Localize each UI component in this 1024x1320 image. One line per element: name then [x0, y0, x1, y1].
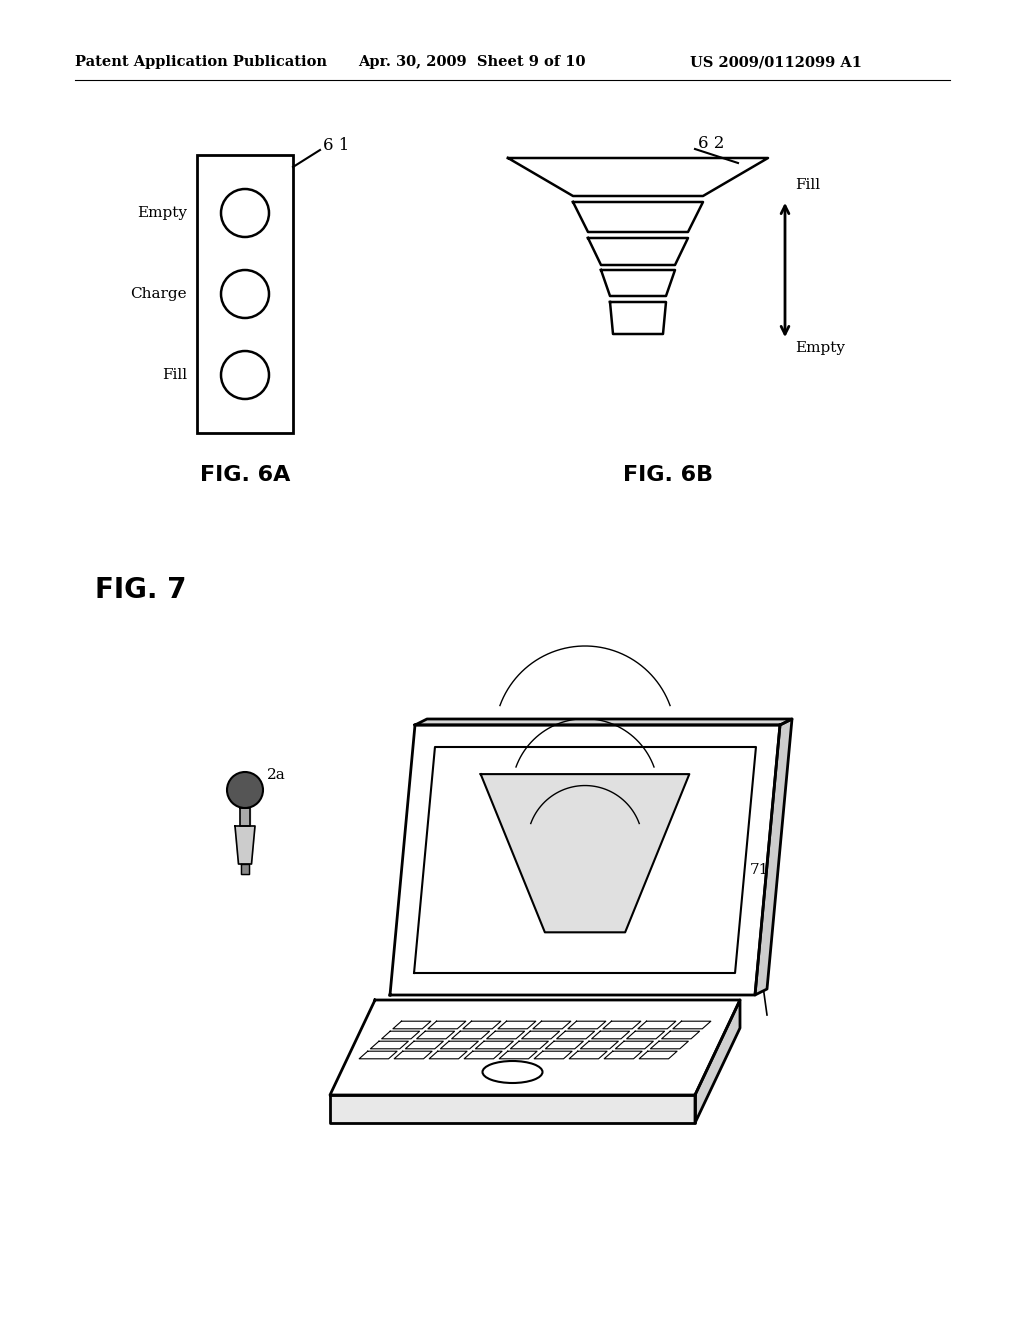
Polygon shape: [546, 1041, 584, 1049]
Polygon shape: [604, 1051, 642, 1059]
Polygon shape: [330, 1001, 740, 1096]
Polygon shape: [535, 1051, 572, 1059]
Polygon shape: [557, 1031, 595, 1039]
Polygon shape: [569, 1051, 607, 1059]
Polygon shape: [390, 725, 780, 995]
Polygon shape: [452, 1031, 489, 1039]
Polygon shape: [603, 1022, 641, 1028]
Text: Fill: Fill: [795, 178, 820, 191]
Polygon shape: [241, 865, 249, 874]
Polygon shape: [417, 1031, 455, 1039]
Polygon shape: [615, 1041, 653, 1049]
Polygon shape: [428, 1022, 466, 1028]
Polygon shape: [414, 747, 756, 973]
Polygon shape: [394, 1051, 432, 1059]
Text: Fill: Fill: [162, 368, 187, 381]
Circle shape: [227, 772, 263, 808]
Polygon shape: [695, 1001, 740, 1123]
Polygon shape: [532, 1022, 570, 1028]
Text: Charge: Charge: [130, 286, 187, 301]
Polygon shape: [371, 1041, 409, 1049]
Polygon shape: [521, 1031, 559, 1039]
Text: Empty: Empty: [795, 341, 845, 355]
Polygon shape: [588, 238, 688, 265]
Polygon shape: [480, 774, 689, 932]
Polygon shape: [440, 1041, 478, 1049]
Polygon shape: [638, 1022, 676, 1028]
Polygon shape: [601, 271, 675, 296]
Polygon shape: [510, 1041, 548, 1049]
Polygon shape: [393, 1022, 431, 1028]
Bar: [197, 154, 293, 433]
Polygon shape: [359, 1051, 397, 1059]
Text: 71: 71: [750, 863, 769, 876]
Polygon shape: [610, 302, 666, 334]
Polygon shape: [755, 719, 792, 995]
Polygon shape: [330, 1096, 695, 1123]
Polygon shape: [508, 158, 768, 195]
Polygon shape: [673, 1022, 711, 1028]
Text: 6 1: 6 1: [323, 136, 349, 153]
Text: FIG. 7: FIG. 7: [95, 576, 186, 605]
Polygon shape: [486, 1031, 524, 1039]
Text: 2a: 2a: [267, 768, 286, 781]
Text: US 2009/0112099 A1: US 2009/0112099 A1: [690, 55, 862, 69]
Polygon shape: [406, 1041, 443, 1049]
Polygon shape: [499, 1051, 538, 1059]
Polygon shape: [662, 1031, 699, 1039]
Polygon shape: [429, 1051, 467, 1059]
Text: Apr. 30, 2009  Sheet 9 of 10: Apr. 30, 2009 Sheet 9 of 10: [358, 55, 586, 69]
Polygon shape: [234, 826, 255, 865]
Polygon shape: [475, 1041, 513, 1049]
Polygon shape: [415, 719, 792, 725]
Polygon shape: [650, 1041, 688, 1049]
Polygon shape: [627, 1031, 665, 1039]
Text: Patent Application Publication: Patent Application Publication: [75, 55, 327, 69]
Text: Empty: Empty: [137, 206, 187, 220]
Polygon shape: [382, 1031, 420, 1039]
Polygon shape: [498, 1022, 536, 1028]
Polygon shape: [464, 1051, 502, 1059]
Polygon shape: [240, 808, 250, 826]
Text: FIG. 6A: FIG. 6A: [200, 465, 290, 484]
Polygon shape: [573, 202, 703, 232]
Polygon shape: [639, 1051, 677, 1059]
Polygon shape: [581, 1041, 618, 1049]
Polygon shape: [463, 1022, 501, 1028]
Polygon shape: [592, 1031, 630, 1039]
Polygon shape: [568, 1022, 606, 1028]
Text: FIG. 6B: FIG. 6B: [623, 465, 713, 484]
Text: 6 2: 6 2: [698, 135, 724, 152]
